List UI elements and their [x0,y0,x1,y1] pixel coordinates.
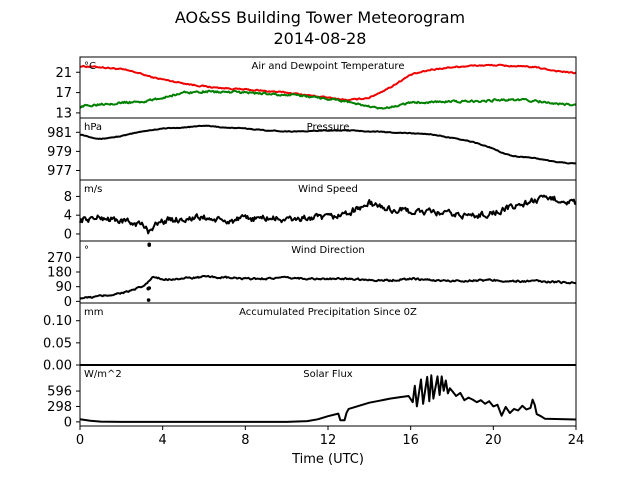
y-tick-label-wdir-2: 180 [47,266,72,281]
chart-date: 2014-08-28 [273,29,367,48]
x-tick-label-0: 0 [76,433,84,448]
panel-pres: 977 979 981 hPa Pressure [47,117,577,181]
chart-title: AO&SS Building Tower Meteorogram [174,8,466,27]
x-tick-label-1: 4 [159,433,167,448]
y-tick-label-pres-2: 981 [47,126,72,141]
x-axis: 0 4 8 12 16 20 24 [76,433,584,448]
panel-wspd: 0 4 8 m/s Wind Speed [64,179,577,242]
panel-title-temp: Air and Dewpoint Temperature [252,61,405,72]
unit-label-solar: W/m^2 [84,369,122,380]
y-tick-label-solar-0: 0 [64,415,72,430]
y-tick-label-wdir-3: 270 [47,251,72,266]
panel-title-solar: Solar Flux [303,369,353,380]
x-axis-label: Time (UTC) [292,452,364,467]
y-tick-label-wspd-0: 0 [64,227,72,242]
data-point-wdir-3 [146,286,150,291]
series-line-pres-0 [79,124,577,165]
series-line-solar-0 [79,374,577,423]
unit-label-temp: °C [84,61,96,72]
unit-label-prcp: mm [84,307,103,318]
unit-label-wspd: m/s [84,184,102,195]
y-tick-label-temp-2: 21 [55,66,72,81]
y-tick-label-pres-1: 979 [47,145,72,160]
unit-label-wdir: ° [84,245,89,256]
panel-prcp: 0.00 0.05 0.10 mm Accumulated Precipitation … [43,302,577,374]
panel-title-pres: Pressure [307,122,350,133]
data-point-wdir-1 [147,243,152,247]
x-tick-label-5: 20 [485,433,502,448]
y-tick-label-wdir-0: 0 [64,295,72,310]
series-line-temp-0 [80,63,577,102]
y-tick-label-wspd-1: 4 [64,209,72,224]
data-point-wdir-4 [146,298,151,302]
series-line-wdir-0 [79,274,577,300]
x-tick-label-3: 12 [320,433,337,448]
y-tick-label-prcp-2: 0.10 [43,314,72,329]
y-tick-label-solar-2: 596 [47,385,72,400]
y-tick-label-solar-1: 298 [47,400,72,415]
panel-temp: 13 17 21 °C Air and Dewpoint Temperature [55,56,577,121]
panel-title-prcp: Accumulated Precipitation Since 0Z [239,307,417,318]
unit-label-pres: hPa [84,122,102,133]
x-tick-label-6: 24 [568,433,585,448]
panel-title-wdir: Wind Direction [291,245,365,256]
y-tick-label-temp-1: 17 [55,86,72,101]
x-tick-label-4: 16 [402,433,419,448]
series-line-wspd-0 [79,194,577,235]
panel-title-wspd: Wind Speed [298,184,358,195]
series-line-temp-1 [79,89,577,110]
y-tick-label-prcp-1: 0.05 [43,336,72,351]
x-tick-label-2: 8 [241,433,249,448]
y-tick-label-pres-0: 977 [47,164,72,179]
y-tick-label-wspd-2: 8 [64,190,72,205]
y-tick-label-wdir-1: 90 [55,280,72,295]
y-tick-label-temp-0: 13 [55,106,72,121]
y-tick-label-prcp-0: 0.00 [43,359,72,374]
